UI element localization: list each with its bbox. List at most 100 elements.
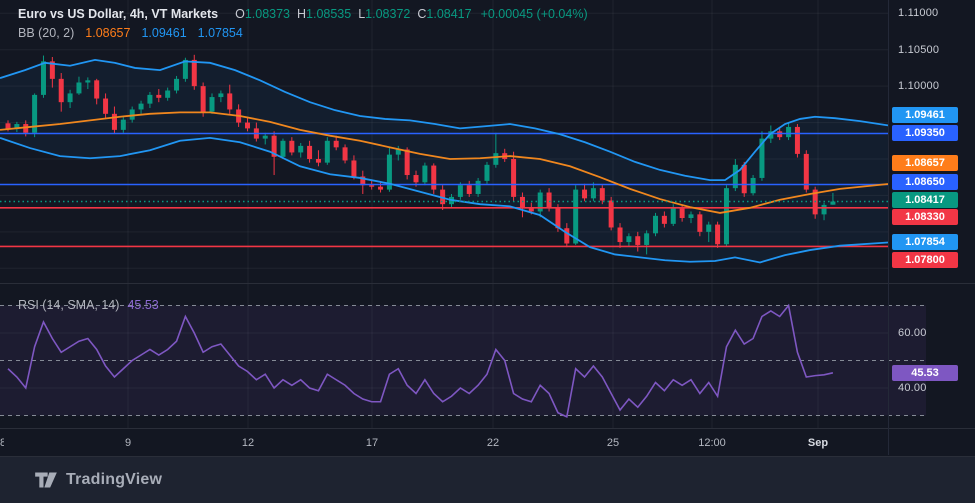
time-label: 9 — [124, 437, 132, 449]
candle — [67, 93, 73, 103]
candle — [750, 177, 756, 194]
tradingview-logo[interactable]: TradingView — [34, 470, 162, 490]
bb-upper-line — [0, 58, 888, 182]
symbol-header: Euro vs US Dollar, 4h, VT Markets O1.0837… — [18, 7, 588, 21]
candle — [85, 80, 91, 83]
bb-indicator-header: BB (20, 2) 1.08657 1.09461 1.07854 — [18, 26, 243, 40]
candle — [440, 189, 446, 205]
candle — [200, 86, 206, 112]
ohlc-value: 1.08417 — [426, 7, 472, 21]
bb-basis-line — [0, 111, 888, 214]
candle — [5, 123, 11, 130]
footer-bar: TradingView — [0, 456, 975, 503]
candle — [431, 165, 437, 190]
pane-separator[interactable] — [0, 283, 975, 284]
price-chart[interactable] — [0, 0, 888, 283]
rsi-value: 45.53 — [127, 298, 159, 312]
candle — [768, 131, 774, 139]
candle — [289, 140, 295, 153]
price-badge: 1.08330 — [892, 209, 958, 225]
axis-tick-label: 1.10500 — [898, 44, 940, 56]
candle — [413, 175, 419, 183]
candle — [670, 208, 676, 224]
price-badge: 1.09350 — [892, 125, 958, 141]
axis-tick-label: 1.10000 — [898, 80, 940, 92]
time-axis[interactable]: 8 9 12 17 22 25 12:00 Sep — [0, 428, 888, 455]
candle — [111, 113, 117, 130]
rsi-label[interactable]: RSI (14, SMA, 14) — [18, 298, 120, 312]
candle — [794, 126, 800, 154]
time-label: 12 — [241, 437, 255, 449]
candle — [165, 90, 171, 98]
candle — [404, 149, 410, 176]
candle — [218, 93, 224, 98]
candle — [511, 158, 517, 197]
ohlc-values: O1.08373 H1.08535 L1.08372 C1.08417 — [228, 7, 472, 21]
candle — [457, 185, 463, 197]
time-label: Sep — [807, 437, 829, 449]
candle — [395, 149, 401, 155]
rsi-indicator-header: RSI (14, SMA, 14) 45.53 — [18, 298, 159, 312]
candle — [244, 122, 250, 129]
candle — [617, 227, 623, 243]
candle — [103, 98, 109, 114]
candle — [661, 215, 667, 224]
candle — [129, 109, 135, 120]
candle — [23, 124, 29, 133]
candle — [590, 188, 596, 199]
candle — [546, 192, 552, 208]
candle — [342, 147, 348, 161]
candle — [626, 236, 632, 243]
candle — [644, 233, 650, 245]
symbol-title[interactable]: Euro vs US Dollar, 4h, VT Markets — [18, 7, 219, 21]
candle — [378, 186, 384, 190]
candle — [120, 119, 126, 130]
candle — [58, 78, 64, 103]
candle — [40, 61, 46, 95]
candle — [422, 165, 428, 183]
candle — [475, 180, 481, 194]
rsi-chart[interactable] — [0, 284, 975, 428]
candle — [324, 140, 330, 163]
candle — [715, 224, 721, 245]
candle — [573, 189, 579, 244]
candle — [138, 103, 144, 110]
candle — [653, 215, 659, 234]
candle — [635, 236, 641, 245]
ohlc-key: O — [235, 7, 245, 21]
candle — [608, 200, 614, 228]
candle — [528, 208, 534, 212]
candle — [191, 59, 197, 87]
candle — [76, 82, 82, 94]
time-label: 12:00 — [698, 437, 726, 449]
candle — [555, 207, 561, 229]
candle — [262, 135, 268, 139]
price-badge: 1.08650 — [892, 174, 958, 190]
candle — [688, 214, 694, 219]
candle — [493, 153, 499, 165]
ohlc-key: C — [417, 7, 427, 21]
candle — [732, 164, 738, 189]
candle — [519, 196, 525, 209]
candle — [786, 126, 792, 138]
candle — [706, 224, 712, 232]
candle — [803, 153, 809, 190]
candle — [227, 93, 233, 110]
candle — [351, 160, 357, 177]
candle — [466, 185, 472, 194]
candle — [830, 201, 836, 205]
candle — [307, 145, 313, 159]
candle — [174, 78, 180, 91]
ohlc-key: L — [358, 7, 366, 21]
candle — [599, 188, 605, 201]
tradingview-logo-text: TradingView — [66, 471, 163, 488]
time-label: 22 — [486, 437, 500, 449]
ohlc-value: 1.08373 — [244, 7, 290, 21]
candle — [94, 80, 100, 99]
candle — [360, 176, 366, 186]
price-axis[interactable]: 1.11000 1.10500 1.10000 60.00 40.00 1.09461 1.… — [888, 0, 975, 455]
bb-label[interactable]: BB (20, 2) — [18, 26, 75, 40]
candle — [315, 158, 321, 163]
bb-value: 1.09461 — [141, 26, 187, 40]
axis-tick-label: 1.11000 — [898, 7, 939, 19]
